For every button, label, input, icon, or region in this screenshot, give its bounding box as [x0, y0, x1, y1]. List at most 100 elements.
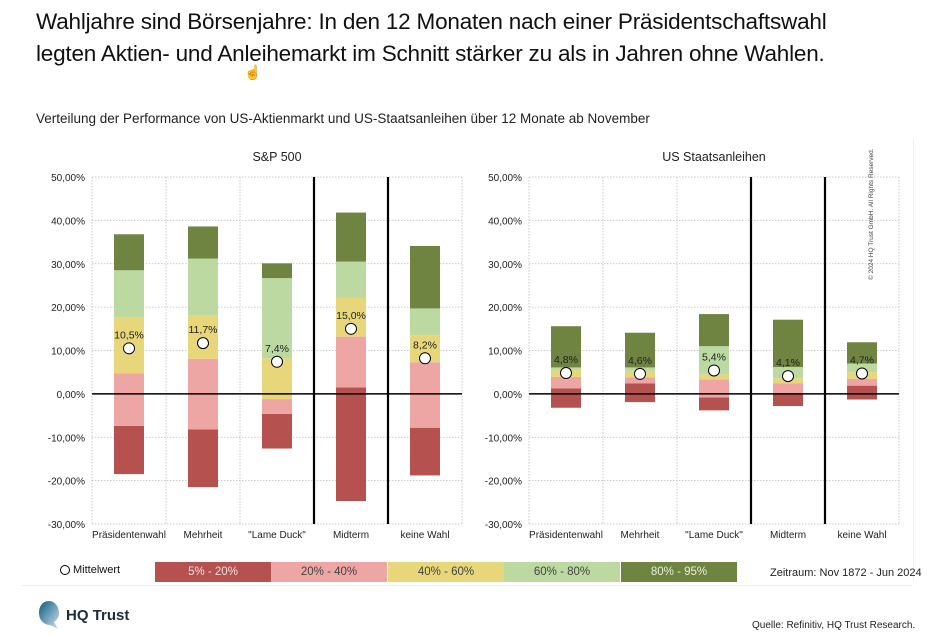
mean-label: 4,6%: [628, 355, 652, 367]
category-label: Midterm: [770, 530, 806, 541]
copyright-note: © 2024 HQ Trust GmbH. All Rights Reserve…: [868, 148, 875, 280]
mean-marker: [708, 364, 720, 377]
source-note: Quelle: Refinitiv, HQ Trust Research.: [752, 620, 916, 631]
divider: [913, 140, 914, 580]
mean-marker: [345, 322, 357, 335]
mean-circle-icon: [60, 565, 70, 575]
mean-marker: [419, 352, 431, 365]
y-tick-label: 30,00%: [51, 260, 85, 271]
mean-marker: [856, 367, 868, 380]
y-tick-label: 10,00%: [51, 347, 85, 358]
legend-band-5: 80% - 95%: [621, 562, 737, 582]
category-label: "Lame Duck": [248, 530, 306, 541]
bar-segment-p5-p20: [262, 413, 292, 449]
mean-label: 10,5%: [114, 329, 144, 341]
y-tick-label: 40,00%: [488, 216, 522, 227]
logo: HQ Trust: [38, 600, 129, 630]
y-tick-label: -30,00%: [48, 520, 85, 531]
hand-pointer-icon: ☝: [244, 64, 262, 80]
bar-segment-p80-p95: [551, 326, 581, 368]
category-label: Präsidentenwahl: [92, 530, 166, 541]
bar-segment-p5-p20: [699, 397, 729, 411]
legend-mean-label: Mittelwert: [73, 564, 121, 576]
logo-text: HQ Trust: [66, 606, 130, 624]
bar-segment-p5-p20: [410, 427, 440, 476]
bar-segment-p80-p95: [699, 314, 729, 347]
bar-segment-p80-p95: [773, 319, 803, 367]
bar-segment-p5-p20: [114, 425, 144, 475]
hq-trust-logo-icon: [39, 601, 59, 629]
y-tick-label: 0,00%: [57, 390, 85, 401]
y-tick-label: 30,00%: [488, 260, 522, 271]
bar-segment-p40-p60: [699, 374, 729, 380]
chart-title: US Staatsanleihen: [662, 150, 766, 164]
mean-marker: [271, 355, 283, 368]
bar-segment-p80-p95: [188, 226, 218, 259]
bar-segment-p60-p80: [114, 270, 144, 318]
y-tick-label: -10,00%: [485, 433, 522, 444]
bar-segment-p20-p40: [114, 373, 144, 426]
bar-segment-p20-p40: [625, 377, 655, 384]
bar-segment-p40-p60: [188, 315, 218, 359]
y-tick-label: 40,00%: [51, 216, 85, 227]
y-tick-label: 20,00%: [488, 303, 522, 314]
bar-segment-p80-p95: [847, 342, 877, 364]
legend-band-3: 40% - 60%: [388, 562, 504, 582]
mean-marker: [782, 370, 794, 383]
chart-subtitle: Verteilung der Performance von US-Aktien…: [36, 111, 650, 126]
legend-mean: Mittelwert: [60, 564, 120, 576]
chart-title: S&P 500: [252, 150, 301, 164]
legend-band-1: 5% - 20%: [155, 562, 271, 582]
y-tick-label: -30,00%: [485, 520, 522, 531]
category-label: "Lame Duck": [685, 530, 743, 541]
bar-segment-p5-p20: [551, 388, 581, 408]
mean-label: 15,0%: [336, 310, 366, 322]
time-period: Zeitraum: Nov 1872 - Jun 2024: [770, 567, 922, 579]
legend-band-4: 60% - 80%: [504, 562, 620, 582]
category-label: keine Wahl: [400, 530, 449, 541]
y-tick-label: 10,00%: [488, 347, 522, 358]
category-label: Midterm: [333, 530, 369, 541]
bar-segment-p60-p80: [410, 308, 440, 336]
category-label: Mehrheit: [621, 530, 660, 541]
mean-marker: [634, 367, 646, 380]
bar-segment-p20-p40: [847, 378, 877, 386]
bar-segment-p5-p20: [773, 393, 803, 407]
bar-segment-p60-p80: [188, 258, 218, 316]
bar-segment-p60-p80: [336, 261, 366, 299]
bar-segment-p60-p80: [262, 278, 292, 359]
y-tick-label: 50,00%: [488, 173, 522, 184]
category-label: Präsidentenwahl: [529, 530, 603, 541]
bar-segment-p20-p40: [410, 362, 440, 428]
y-tick-label: 20,00%: [51, 303, 85, 314]
y-tick-label: 0,00%: [494, 390, 522, 401]
bar-segment-p80-p95: [410, 245, 440, 309]
bar-segment-p80-p95: [262, 263, 292, 279]
mean-label: 8,2%: [413, 339, 437, 351]
bar-segment-p80-p95: [625, 332, 655, 368]
mean-marker: [197, 337, 209, 350]
headline-line-2: legten Aktien- und Anleihemarkt im Schni…: [36, 41, 825, 66]
mean-marker: [123, 342, 135, 355]
mean-label: 11,7%: [189, 324, 218, 336]
mean-label: 4,1%: [776, 357, 800, 369]
headline-line-1: Wahljahre sind Börsenjahre: In den 12 Mo…: [36, 9, 827, 34]
y-tick-label: -10,00%: [48, 433, 85, 444]
bar-segment-p20-p40: [773, 383, 803, 394]
bar-segment-p20-p40: [336, 336, 366, 388]
category-label: Mehrheit: [184, 530, 223, 541]
mean-marker: [560, 367, 572, 380]
bar-segment-p20-p40: [551, 376, 581, 389]
bar-segment-p5-p20: [625, 383, 655, 403]
mean-label: 7,4%: [265, 343, 289, 355]
y-tick-label: 50,00%: [51, 173, 85, 184]
bar-segment-p5-p20: [188, 429, 218, 488]
legend-band-2: 20% - 40%: [271, 562, 387, 582]
category-label: keine Wahl: [837, 530, 886, 541]
mean-label: 4,7%: [850, 354, 874, 366]
mean-label: 5,4%: [702, 351, 726, 363]
mean-label: 4,8%: [554, 354, 578, 366]
bar-segment-p80-p95: [336, 212, 366, 262]
